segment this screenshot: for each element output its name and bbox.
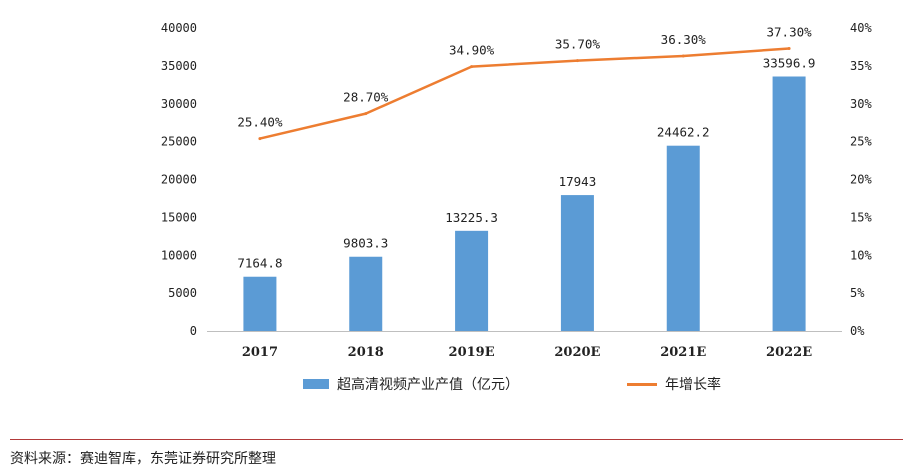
y-right-tick-label: 40% — [850, 21, 872, 35]
line-point — [787, 46, 791, 50]
bar — [243, 276, 277, 331]
y-left-tick-label: 15000 — [161, 210, 197, 224]
line-value-label: 36.30% — [661, 32, 707, 47]
y-right-tick-label: 15% — [850, 210, 872, 224]
growth-rate-line — [259, 47, 790, 140]
line-value-label: 28.70% — [343, 90, 389, 105]
bar-value-label: 33596.9 — [763, 56, 816, 71]
line-value-label: 37.30% — [767, 24, 813, 39]
chart-legend: 超高清视频产业产值（亿元） 年增长率 — [0, 374, 903, 398]
line-value-label: 35.70% — [555, 37, 601, 52]
y-left-tick-label: 5000 — [168, 286, 197, 300]
y-left-tick-label: 10000 — [161, 248, 197, 262]
x-tick-label: 2022E — [766, 345, 812, 360]
source-note: 资料来源：赛迪智库，东莞证券研究所整理 — [10, 451, 276, 467]
x-tick-label: 2018 — [348, 345, 384, 360]
combo-chart: 0 5000 10000 15000 20000 25000 30000 35000 40000… — [161, 21, 873, 360]
y-left-tick-label: 40000 — [161, 21, 197, 35]
legend-item-bar: 超高清视频产业产值（亿元） — [303, 374, 519, 394]
bar-value-label: 9803.3 — [343, 236, 388, 251]
y-right-tick-label: 20% — [850, 173, 872, 187]
x-tick-label: 2017 — [242, 345, 278, 360]
bar — [349, 256, 383, 331]
y-right-tick-label: 10% — [850, 248, 872, 262]
x-tick-label: 2019E — [449, 345, 495, 360]
y-left-tick-label: 0 — [190, 324, 197, 338]
y-left-tick-label: 35000 — [161, 59, 197, 73]
y-right-tick-label: 25% — [850, 135, 872, 149]
y-left-tick-label: 25000 — [161, 135, 197, 149]
bar-value-label: 17943 — [559, 174, 597, 189]
line-point — [575, 59, 579, 63]
y-right-tick-label: 0% — [850, 324, 865, 338]
bar-value-label: 7164.8 — [237, 256, 282, 271]
y-right-tick-label: 35% — [850, 59, 872, 73]
legend-bar-label: 超高清视频产业产值（亿元） — [337, 377, 519, 393]
bar — [560, 195, 594, 331]
bar — [772, 76, 806, 331]
y-right-tick-label: 30% — [850, 97, 872, 111]
line-point — [681, 54, 685, 58]
legend-item-line: 年增长率 — [627, 374, 721, 394]
line-value-label: 25.40% — [237, 115, 283, 130]
x-tick-label: 2020E — [554, 345, 600, 360]
bar — [455, 230, 489, 331]
y-left-tick-label: 30000 — [161, 97, 197, 111]
line-point — [258, 137, 262, 141]
legend-bar-swatch — [303, 379, 329, 389]
bar-value-label: 24462.2 — [657, 125, 710, 140]
line-point — [470, 65, 474, 69]
source-divider — [10, 439, 903, 440]
line-point — [364, 112, 368, 116]
legend-line-swatch — [627, 382, 657, 386]
bar-value-label: 13225.3 — [445, 210, 498, 225]
y-right-tick-label: 5% — [850, 286, 865, 300]
line-value-label: 34.90% — [449, 43, 495, 58]
y-left-tick-label: 20000 — [161, 173, 197, 187]
legend-line-label: 年增长率 — [665, 377, 721, 393]
bar — [666, 145, 700, 331]
x-tick-label: 2021E — [660, 345, 706, 360]
